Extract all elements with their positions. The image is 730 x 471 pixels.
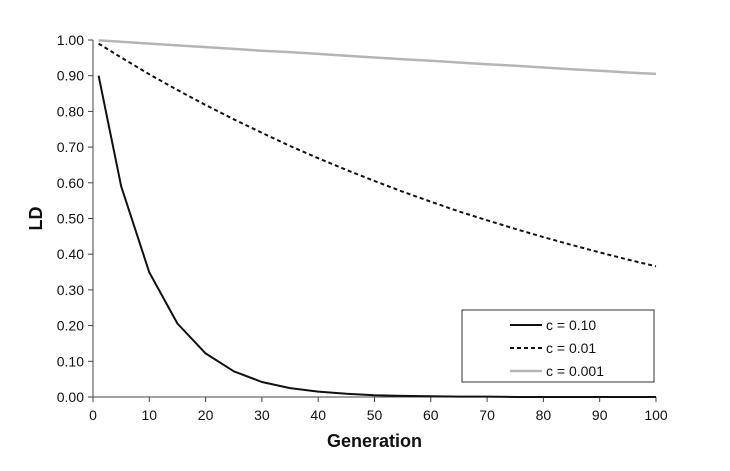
y-axis-title: LD [26,207,46,231]
y-tick-label: 0.50 [57,211,84,227]
y-tick-label: 1.00 [57,32,84,48]
legend-label-1: c = 0.10 [546,317,596,333]
tick-marks [88,39,657,402]
y-tick-label: 0.70 [57,139,84,155]
legend-label-2: c = 0.01 [546,340,596,356]
y-tick-label: 0.40 [57,246,84,262]
x-tick-label: 40 [310,407,326,423]
y-tick-label: 0.60 [57,175,84,191]
y-tick-label: 0.00 [57,389,84,405]
y-tick-label: 0.90 [57,68,84,84]
x-tick-label: 60 [423,407,439,423]
x-tick-label: 50 [367,407,383,423]
legend: c = 0.10 c = 0.01 c = 0.001 [461,309,655,383]
y-tick-label: 0.10 [57,353,84,369]
x-tick-label: 20 [198,407,214,423]
x-tick-label: 0 [89,407,97,423]
series-line-2 [98,42,657,268]
tick-labels: 0.00 0.10 0.20 0.30 0.40 0.50 0.60 0.70 0.80 0.90… [57,32,668,423]
x-tick-label: 30 [254,407,270,423]
y-tick-label: 0.30 [57,282,84,298]
series-line-1 [97,75,656,398]
x-tick-label: 100 [644,407,668,423]
x-tick-label: 80 [536,407,552,423]
series-lines [97,39,657,398]
x-tick-label: 90 [592,407,608,423]
y-tick-label: 0.80 [57,103,84,119]
series-line-3 [98,39,657,76]
legend-box [461,309,655,383]
x-tick-label: 10 [142,407,158,423]
x-tick-label: 70 [479,407,495,423]
x-axis-title: Generation [327,431,422,451]
y-tick-label: 0.20 [57,318,84,334]
legend-label-3: c = 0.001 [546,363,604,379]
